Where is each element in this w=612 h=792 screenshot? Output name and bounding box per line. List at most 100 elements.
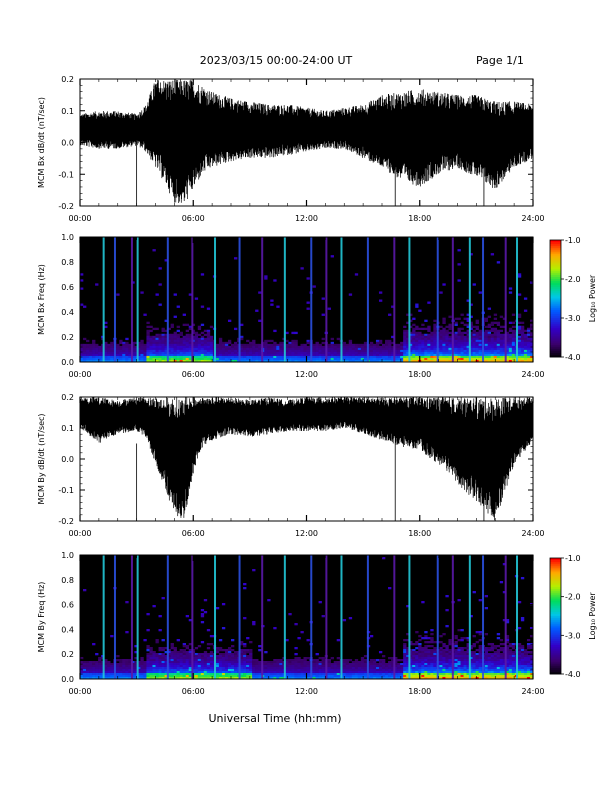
heatmap-cell: [276, 353, 280, 357]
heatmap-cell: [116, 343, 120, 347]
heatmap-cell: [345, 353, 350, 357]
heatmap-cell: [360, 673, 365, 676]
heatmap-cell: [523, 343, 528, 347]
heatmap-cell: [231, 345, 235, 349]
heatmap-cell: [104, 355, 108, 359]
heatmap-cell: [203, 675, 208, 678]
heatmap-cell: [224, 663, 229, 666]
colorbar-swatch: [550, 333, 561, 336]
heatmap-cell: [170, 353, 174, 357]
x-tick-label: 00:00: [68, 214, 91, 223]
heatmap-cell: [466, 325, 470, 329]
heatmap-cell: [161, 339, 165, 343]
heatmap-cell: [496, 657, 501, 660]
heatmap-cell: [234, 257, 238, 260]
heatmap-cell: [382, 359, 386, 363]
heatmap-cell: [167, 337, 171, 341]
heatmap-cell: [161, 671, 165, 674]
heatmap-cell: [369, 353, 374, 357]
heatmap-cell: [194, 355, 199, 359]
heatmap-cell: [312, 677, 316, 680]
heatmap-cell: [252, 357, 256, 361]
heatmap-cell: [173, 677, 177, 680]
heatmap-cell: [421, 323, 425, 327]
heatmap-cell: [300, 675, 304, 678]
heatmap-cell: [508, 673, 513, 676]
heatmap-cell: [119, 349, 123, 353]
heatmap-cell: [520, 669, 525, 672]
heatmap-cell: [197, 357, 202, 361]
heatmap-cell: [194, 359, 199, 363]
heatmap-cell: [499, 665, 504, 668]
heatmap-cell: [83, 349, 87, 353]
heatmap-cell: [297, 349, 301, 353]
heatmap-cell: [502, 341, 507, 345]
heatmap-cell: [496, 651, 501, 654]
heatmap-cell: [475, 327, 479, 331]
heatmap-cell: [321, 313, 325, 316]
heatmap-cell: [472, 669, 476, 672]
heatmap-cell: [463, 337, 467, 341]
heatmap-cell: [378, 651, 383, 654]
broadband-streak: [366, 555, 369, 679]
heatmap-cell: [448, 677, 452, 680]
heatmap-cell: [149, 659, 153, 662]
heatmap-cell: [466, 339, 470, 343]
heatmap-cell: [529, 671, 534, 674]
heatmap-cell: [122, 665, 126, 668]
heatmap-cell: [418, 333, 422, 337]
y-tick-label: 0.4: [61, 625, 74, 634]
heatmap-cell: [523, 329, 528, 333]
heatmap-cell: [95, 675, 99, 678]
heatmap-cell: [378, 355, 383, 359]
heatmap-cell: [403, 657, 407, 660]
heatmap-cell: [176, 337, 180, 341]
heatmap-cell: [122, 349, 126, 353]
heatmap-cell: [221, 673, 226, 676]
heatmap-cell: [505, 673, 510, 676]
heatmap-cell: [457, 331, 461, 335]
colorbar-swatch: [550, 279, 561, 282]
heatmap-cell: [300, 351, 304, 355]
heatmap-cell: [445, 337, 449, 341]
heatmap-cell: [412, 335, 416, 339]
heatmap-cell: [520, 671, 525, 674]
heatmap-cell: [490, 343, 495, 347]
heatmap-cell: [427, 667, 431, 670]
heatmap-cell: [463, 665, 467, 668]
heatmap-cell: [397, 675, 401, 678]
heatmap-cell: [460, 331, 464, 335]
heatmap-cell: [469, 303, 473, 306]
heatmap-cell: [439, 635, 443, 638]
heatmap-cell: [430, 661, 434, 664]
heatmap-cell: [517, 273, 522, 276]
heatmap-cell: [472, 651, 476, 654]
heatmap-cell: [493, 673, 498, 676]
colorbar-swatch: [550, 265, 561, 268]
y-tick-label: 0.0: [61, 455, 74, 464]
y-axis-title: MCM By Freq (Hz): [37, 582, 46, 653]
heatmap-cell: [221, 653, 226, 656]
heatmap-cell: [418, 331, 422, 335]
heatmap-cell: [86, 661, 90, 664]
colorbar-frame: [549, 557, 562, 675]
heatmap-cell: [318, 665, 322, 668]
heatmap-cell: [303, 657, 307, 660]
heatmap-cell: [345, 673, 350, 676]
heatmap-cell: [442, 349, 446, 353]
heatmap-cell: [496, 671, 501, 674]
heatmap-cell: [508, 651, 513, 654]
heatmap-cell: [342, 343, 347, 347]
heatmap-cell: [478, 357, 482, 361]
heatmap-cell: [388, 677, 392, 680]
heatmap-cell: [511, 359, 516, 363]
plot-frame: [79, 78, 534, 207]
heatmap-cell: [391, 359, 395, 363]
heatmap-cell: [240, 357, 244, 361]
heatmap-cell: [234, 665, 238, 668]
heatmap-cell: [375, 673, 380, 676]
heatmap-cell: [475, 675, 479, 678]
heatmap-cell: [203, 337, 208, 341]
heatmap-cell: [107, 665, 111, 668]
heatmap-cell: [430, 663, 434, 666]
